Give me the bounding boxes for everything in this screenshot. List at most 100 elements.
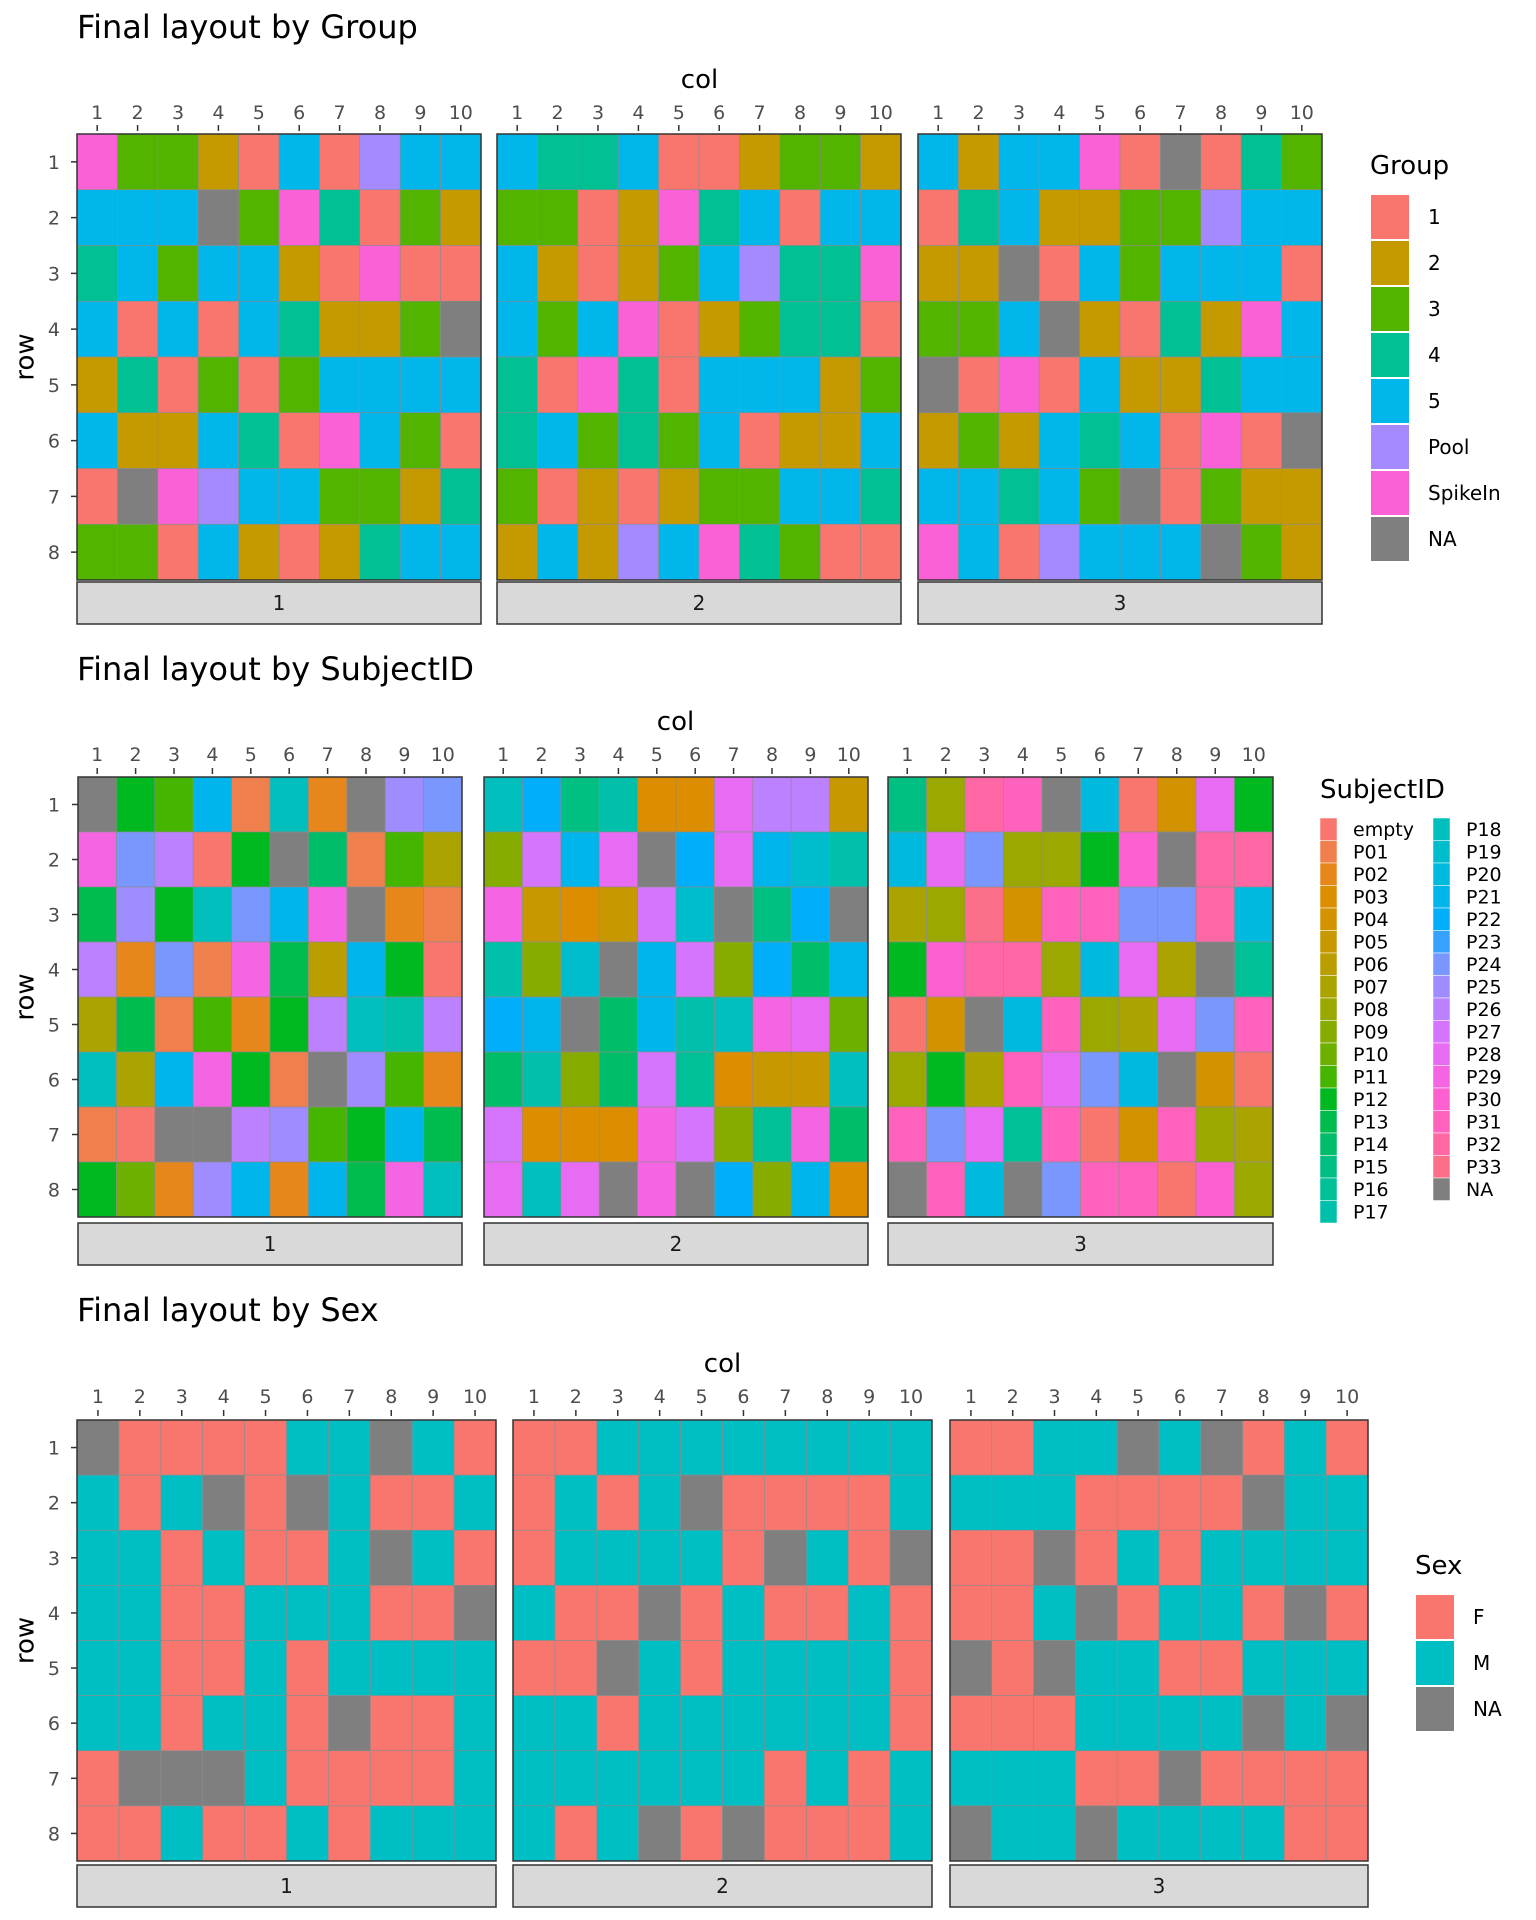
heatmap-cell — [1079, 412, 1121, 469]
x-tick-label: 10 — [1242, 744, 1266, 766]
heatmap-cell — [554, 1750, 598, 1807]
y-tick-label: 4 — [48, 960, 60, 982]
heatmap-cell — [328, 1585, 371, 1641]
x-tick-label: 5 — [696, 1386, 708, 1408]
heatmap-cell — [722, 1695, 765, 1752]
heatmap-cell — [319, 523, 361, 581]
heatmap-cell — [764, 1695, 807, 1752]
legend-label: NA — [1473, 1697, 1502, 1721]
heatmap-cell — [76, 523, 118, 581]
heatmap-cell — [76, 1750, 120, 1807]
legend-label: P33 — [1466, 1157, 1502, 1179]
heatmap-cell — [805, 1750, 849, 1807]
heatmap-cell — [197, 468, 239, 525]
heatmap-cell — [1116, 1750, 1160, 1807]
heatmap-cell — [116, 831, 156, 888]
heatmap-cell — [537, 245, 579, 302]
heatmap-cell — [658, 245, 700, 302]
x-tick-label: 1 — [91, 102, 103, 124]
x-tick-label: 9 — [863, 1386, 875, 1408]
heatmap-cell — [1041, 776, 1081, 833]
heatmap-cell — [1200, 1419, 1243, 1476]
heatmap-cell — [117, 412, 159, 469]
panel-border — [917, 133, 1323, 581]
heatmap-cell — [537, 189, 579, 246]
heatmap-cell — [680, 1474, 723, 1531]
legend-key — [1432, 840, 1451, 864]
heatmap-cell — [847, 1640, 891, 1696]
legend-key — [1432, 1087, 1451, 1111]
heatmap-cell — [359, 468, 401, 525]
x-tick-label: 8 — [374, 102, 386, 124]
heatmap-cell — [116, 996, 156, 1053]
heatmap-cell — [998, 523, 1040, 581]
heatmap-cell — [926, 1106, 966, 1163]
heatmap-cell — [278, 468, 320, 525]
heatmap-cell — [359, 189, 401, 246]
heatmap-cell — [1281, 300, 1323, 358]
heatmap-cell — [722, 1805, 765, 1862]
heatmap-cell — [1158, 1474, 1202, 1531]
heatmap-cell — [819, 412, 861, 469]
heatmap-cell — [522, 941, 562, 998]
heatmap-cell — [805, 1640, 849, 1696]
heatmap-cell — [991, 1640, 1034, 1696]
y-tick-label: 4 — [48, 319, 60, 341]
legend-label: SpikeIn — [1428, 481, 1501, 505]
heatmap-cell — [286, 1474, 329, 1531]
heatmap-cell — [847, 1750, 891, 1807]
panel-border — [483, 776, 869, 1218]
x-tick-label: 5 — [1132, 1386, 1144, 1408]
heatmap-cell — [77, 776, 117, 833]
heatmap-cell — [764, 1419, 807, 1476]
x-axis-title: col — [704, 1349, 741, 1379]
facet-strip-label: 3 — [1074, 1232, 1087, 1256]
heatmap-cell — [286, 1750, 329, 1807]
heatmap-cell — [889, 1695, 933, 1752]
legend-key — [1432, 1020, 1451, 1044]
heatmap-cell — [328, 1750, 371, 1807]
heatmap-cell — [554, 1474, 598, 1531]
heatmap-cell — [238, 133, 280, 191]
heatmap-cell — [805, 1529, 849, 1586]
heatmap-cell — [1119, 189, 1161, 246]
heatmap-cell — [1119, 523, 1161, 581]
heatmap-cell — [1160, 412, 1202, 469]
heatmap-cell — [819, 356, 861, 414]
x-tick-label: 7 — [1216, 1386, 1228, 1408]
x-tick-label: 7 — [1175, 102, 1187, 124]
heatmap-cell — [887, 1051, 927, 1108]
heatmap-cell — [269, 1051, 309, 1108]
heatmap-cell — [698, 245, 740, 302]
heatmap-cell — [1325, 1640, 1369, 1696]
legend-key — [1319, 1087, 1338, 1111]
heatmap-cell — [577, 189, 619, 246]
facet-strip — [512, 1864, 933, 1908]
facet-strip-label: 3 — [1114, 591, 1127, 615]
heatmap-cell — [598, 776, 638, 833]
heatmap-cell — [1080, 776, 1120, 833]
heatmap-cell — [384, 1106, 424, 1163]
heatmap-cell — [617, 245, 659, 302]
heatmap-cell — [1038, 523, 1080, 581]
heatmap-cell — [637, 996, 677, 1053]
heatmap-cell — [286, 1695, 329, 1752]
heatmap-cell — [1195, 1161, 1235, 1218]
heatmap-cell — [790, 1051, 830, 1108]
heatmap-cell — [1284, 1529, 1327, 1586]
heatmap-cell — [637, 1161, 677, 1218]
heatmap-cell — [192, 831, 232, 888]
heatmap-cell — [537, 412, 579, 469]
heatmap-cell — [764, 1585, 807, 1641]
heatmap-cell — [958, 468, 1000, 525]
heatmap-cell — [779, 189, 821, 246]
heatmap-cell — [244, 1585, 287, 1641]
heatmap-cell — [714, 831, 754, 888]
heatmap-cell — [1200, 1805, 1243, 1862]
heatmap-cell — [698, 412, 740, 469]
heatmap-cell — [1158, 1419, 1202, 1476]
heatmap-cell — [453, 1419, 497, 1476]
heatmap-cell — [192, 941, 232, 998]
heatmap-cell — [116, 776, 156, 833]
heatmap-cell — [949, 1585, 993, 1641]
